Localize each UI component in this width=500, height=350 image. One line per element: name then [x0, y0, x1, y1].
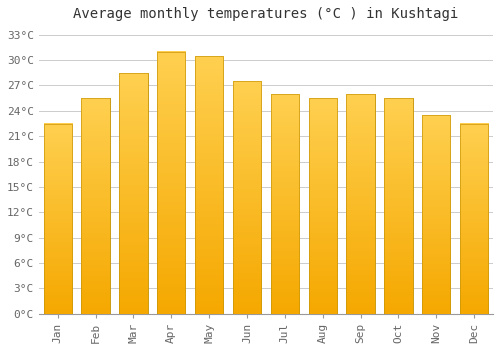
Title: Average monthly temperatures (°C ) in Kushtagi: Average monthly temperatures (°C ) in Ku…: [74, 7, 458, 21]
Bar: [460, 124, 488, 314]
Bar: [82, 98, 110, 314]
Bar: [384, 98, 412, 314]
Bar: [44, 124, 72, 314]
Bar: [233, 81, 261, 314]
Bar: [119, 73, 148, 314]
Bar: [195, 56, 224, 314]
Bar: [422, 115, 450, 314]
Bar: [308, 98, 337, 314]
Bar: [346, 94, 375, 314]
Bar: [270, 94, 299, 314]
Bar: [157, 52, 186, 314]
